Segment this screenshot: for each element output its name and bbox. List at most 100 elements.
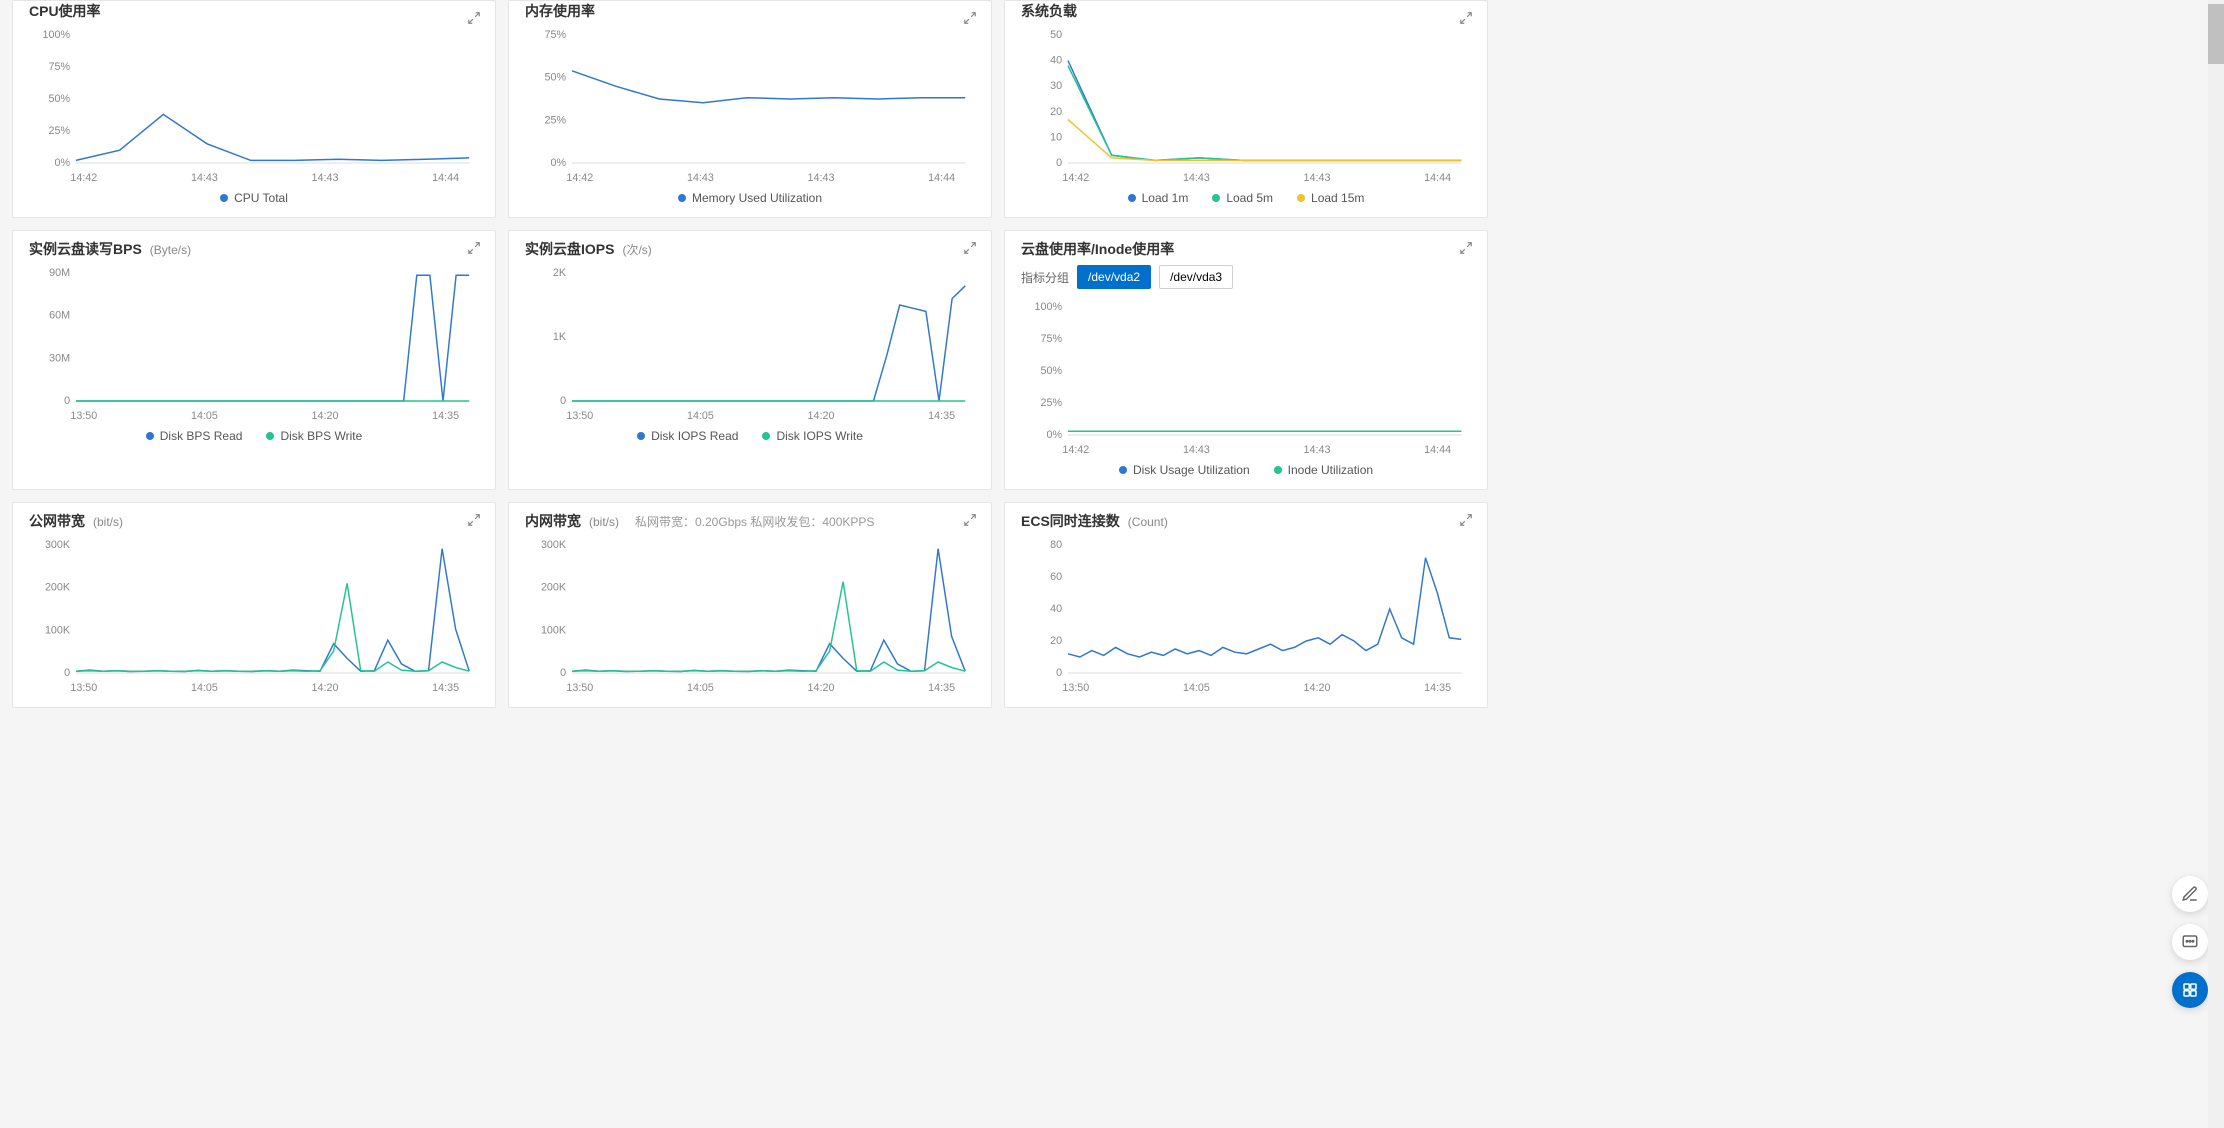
- chart-legend: Disk Usage Utilization Inode Utilization: [1021, 463, 1471, 477]
- y-tick-label: 40: [1050, 603, 1062, 615]
- series-line: [572, 71, 965, 103]
- chart-svg: 01020304050 14:4214:4314:4314:44: [1021, 25, 1471, 185]
- expand-icon[interactable]: [1459, 513, 1473, 527]
- scrollbar-thumb[interactable]: [2208, 4, 2224, 64]
- y-tick-label: 20: [1050, 106, 1062, 118]
- y-tick-label: 25%: [545, 114, 567, 126]
- legend-label: CPU Total: [234, 191, 288, 205]
- x-tick-label: 14:20: [312, 410, 339, 422]
- x-tick-label: 14:43: [1304, 444, 1331, 456]
- filter-button[interactable]: /dev/vda3: [1159, 265, 1233, 289]
- y-tick-label: 0: [560, 395, 566, 407]
- legend-item[interactable]: Memory Used Utilization: [678, 191, 822, 205]
- y-tick-label: 30M: [49, 352, 70, 364]
- y-tick-label: 100K: [541, 624, 567, 636]
- x-tick-label: 14:44: [1424, 172, 1451, 184]
- y-tick-label: 200K: [45, 582, 71, 594]
- legend-item[interactable]: Disk BPS Write: [266, 429, 362, 443]
- chart-area: 0100K200K300K 13:5014:0514:2014:35: [29, 535, 479, 695]
- chart-title: 内存使用率: [525, 1, 595, 21]
- legend-item[interactable]: Disk Usage Utilization: [1119, 463, 1250, 477]
- x-tick-label: 13:50: [70, 410, 97, 422]
- y-tick-label: 10: [1050, 131, 1062, 143]
- x-tick-label: 14:44: [1424, 444, 1451, 456]
- y-tick-label: 1K: [553, 331, 567, 343]
- series-line: [76, 114, 469, 160]
- chart-title: 实例云盘IOPS: [525, 239, 614, 259]
- x-tick-label: 14:44: [432, 172, 459, 184]
- feedback-button[interactable]: [2172, 924, 2208, 960]
- chart-area: 0%25%50%75%100% 14:4214:4314:4314:44: [1021, 297, 1471, 457]
- y-tick-label: 300K: [45, 539, 71, 551]
- expand-icon[interactable]: [467, 513, 481, 527]
- chart-subtitle: 私网带宽：0.20Gbps 私网收发包：400KPPS: [635, 513, 874, 530]
- legend-item[interactable]: CPU Total: [220, 191, 288, 205]
- legend-dot: [266, 432, 274, 440]
- apps-button[interactable]: [2172, 972, 2208, 1008]
- chart-svg: 020406080 13:5014:0514:2014:35: [1021, 535, 1471, 695]
- y-tick-label: 75%: [49, 61, 71, 73]
- chart-area: 020406080 13:5014:0514:2014:35: [1021, 535, 1471, 695]
- chart-area: 030M60M90M 13:5014:0514:2014:35: [29, 263, 479, 423]
- chart-card-mem: 内存使用率 0%25%50%75% 14:4214:4314:4314:44 M…: [508, 0, 992, 218]
- x-tick-label: 14:35: [432, 682, 459, 694]
- y-tick-label: 0: [64, 667, 70, 679]
- expand-icon[interactable]: [467, 11, 481, 25]
- x-tick-label: 14:42: [1062, 444, 1089, 456]
- expand-icon[interactable]: [963, 11, 977, 25]
- series-line: [1068, 120, 1461, 161]
- expand-icon[interactable]: [467, 241, 481, 255]
- x-tick-label: 14:20: [1304, 682, 1331, 694]
- legend-item[interactable]: Disk BPS Read: [146, 429, 243, 443]
- chart-card-diskusage: 云盘使用率/Inode使用率 指标分组/dev/vda2/dev/vda3 0%…: [1004, 230, 1488, 490]
- chart-area: 01020304050 14:4214:4314:4314:44: [1021, 25, 1471, 185]
- expand-icon[interactable]: [963, 513, 977, 527]
- chart-svg: 0100K200K300K 13:5014:0514:2014:35: [29, 535, 479, 695]
- y-tick-label: 25%: [1041, 397, 1063, 409]
- legend-item[interactable]: Load 15m: [1297, 191, 1364, 205]
- edit-button[interactable]: [2172, 876, 2208, 912]
- expand-icon[interactable]: [1459, 11, 1473, 25]
- x-tick-label: 14:43: [312, 172, 339, 184]
- x-tick-label: 14:43: [191, 172, 218, 184]
- chart-card-diskbps: 实例云盘读写BPS (Byte/s) 030M60M90M 13:5014:05…: [12, 230, 496, 490]
- x-tick-label: 14:05: [1183, 682, 1210, 694]
- chart-unit: (bit/s): [589, 515, 619, 529]
- chart-title: ECS同时连接数: [1021, 511, 1120, 531]
- x-tick-label: 14:43: [1183, 444, 1210, 456]
- legend-item[interactable]: Load 1m: [1128, 191, 1189, 205]
- legend-item[interactable]: Inode Utilization: [1274, 463, 1373, 477]
- y-tick-label: 0%: [1047, 429, 1063, 441]
- x-tick-label: 13:50: [70, 682, 97, 694]
- chart-title: 系统负载: [1021, 1, 1077, 21]
- chart-card-pubbw: 公网带宽 (bit/s) 0100K200K300K 13:5014:0514:…: [12, 502, 496, 708]
- legend-label: Disk IOPS Write: [776, 429, 862, 443]
- chart-unit: (Count): [1128, 515, 1168, 529]
- x-tick-label: 14:05: [687, 682, 714, 694]
- y-tick-label: 30: [1050, 80, 1062, 92]
- legend-item[interactable]: Disk IOPS Read: [637, 429, 738, 443]
- x-tick-label: 14:43: [808, 172, 835, 184]
- vertical-scrollbar[interactable]: [2208, 0, 2224, 1128]
- chart-title: CPU使用率: [29, 1, 101, 21]
- legend-item[interactable]: Disk IOPS Write: [762, 429, 862, 443]
- y-tick-label: 25%: [49, 125, 71, 137]
- chart-legend: CPU Total: [29, 191, 479, 205]
- chart-legend: Memory Used Utilization: [525, 191, 975, 205]
- legend-label: Disk Usage Utilization: [1133, 463, 1250, 477]
- legend-item[interactable]: Load 5m: [1212, 191, 1273, 205]
- y-tick-label: 0: [1056, 157, 1062, 169]
- x-tick-label: 14:42: [566, 172, 593, 184]
- y-tick-label: 80: [1050, 539, 1062, 551]
- y-tick-label: 60: [1050, 571, 1062, 583]
- expand-icon[interactable]: [1459, 241, 1473, 255]
- expand-icon[interactable]: [963, 241, 977, 255]
- y-tick-label: 200K: [541, 582, 567, 594]
- x-tick-label: 14:43: [687, 172, 714, 184]
- chart-title: 内网带宽: [525, 511, 581, 531]
- chart-card-intbw: 内网带宽 (bit/s) 私网带宽：0.20Gbps 私网收发包：400KPPS…: [508, 502, 992, 708]
- chart-unit: (次/s): [622, 241, 651, 258]
- chart-area: 0%25%50%75% 14:4214:4314:4314:44: [525, 25, 975, 185]
- filter-button[interactable]: /dev/vda2: [1077, 265, 1151, 289]
- card-header: 内网带宽 (bit/s) 私网带宽：0.20Gbps 私网收发包：400KPPS: [525, 511, 975, 531]
